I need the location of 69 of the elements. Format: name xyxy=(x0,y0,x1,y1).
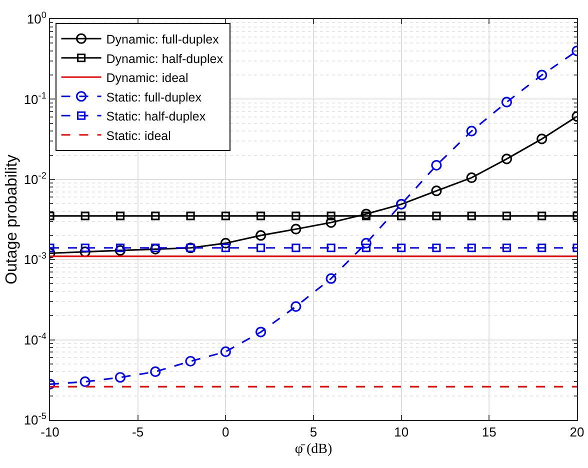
point xyxy=(501,154,512,164)
point xyxy=(114,372,126,383)
point xyxy=(326,273,336,284)
point xyxy=(290,224,302,234)
point xyxy=(151,212,160,220)
y-tick-label: 10$^{-2}$ xyxy=(24,170,46,187)
point xyxy=(431,186,442,196)
x-tick-label: 20 xyxy=(570,424,584,440)
legend-label: Static: ideal xyxy=(106,128,171,143)
point xyxy=(326,244,336,252)
point xyxy=(80,376,90,388)
x-tick-label: -5 xyxy=(132,424,144,440)
point xyxy=(432,244,441,252)
point xyxy=(80,246,90,258)
point xyxy=(502,244,512,252)
point xyxy=(256,244,266,252)
point xyxy=(360,208,372,220)
legend-label: Static: half-duplex xyxy=(106,110,206,124)
x-tick-label: 0 xyxy=(222,424,230,440)
point xyxy=(467,212,476,220)
legend-label: Static: full-duplex xyxy=(106,90,202,104)
point xyxy=(290,301,302,312)
point xyxy=(432,212,441,220)
legend-label: Dynamic: half-duplex xyxy=(106,52,224,66)
point xyxy=(256,230,266,241)
point xyxy=(185,356,196,367)
point xyxy=(80,212,90,220)
point xyxy=(220,346,231,358)
y-tick-label: 10$^{-4}$ xyxy=(24,330,46,348)
y-tick-label: 10$^{0}$ xyxy=(26,10,46,27)
point xyxy=(466,126,477,136)
point xyxy=(397,212,406,220)
point xyxy=(467,244,476,252)
point xyxy=(116,244,125,252)
point xyxy=(186,212,195,220)
legend-label: Dynamic: full-duplex xyxy=(106,32,220,47)
point xyxy=(114,245,126,256)
point xyxy=(502,212,512,220)
y-axis-title: Outage probability xyxy=(4,154,21,284)
y-tick-label: 10$^{-1}$ xyxy=(24,90,46,107)
point xyxy=(256,212,266,220)
point xyxy=(292,244,300,252)
point xyxy=(80,244,90,252)
point xyxy=(221,212,230,220)
point xyxy=(150,366,161,378)
point xyxy=(536,70,548,80)
point xyxy=(360,238,372,249)
x-tick-label: 15 xyxy=(482,424,496,440)
point xyxy=(362,212,370,220)
point xyxy=(326,212,336,220)
point xyxy=(326,217,336,228)
x-axis-title: φ̄ (dB) xyxy=(294,442,332,457)
point xyxy=(292,212,300,220)
x-tick-label: 5 xyxy=(310,424,318,440)
point xyxy=(538,244,546,252)
point xyxy=(220,238,231,249)
point xyxy=(221,244,230,252)
point xyxy=(466,172,477,183)
point xyxy=(362,244,370,252)
point xyxy=(116,212,125,220)
x-tick-label: 10 xyxy=(394,424,409,440)
point xyxy=(538,212,546,220)
legend-label: Dynamic: ideal xyxy=(106,71,188,86)
point xyxy=(431,160,442,171)
point xyxy=(536,134,548,144)
point xyxy=(256,326,266,338)
y-tick-label: 10$^{-3}$ xyxy=(24,250,46,268)
point xyxy=(397,244,406,252)
point xyxy=(501,96,512,108)
